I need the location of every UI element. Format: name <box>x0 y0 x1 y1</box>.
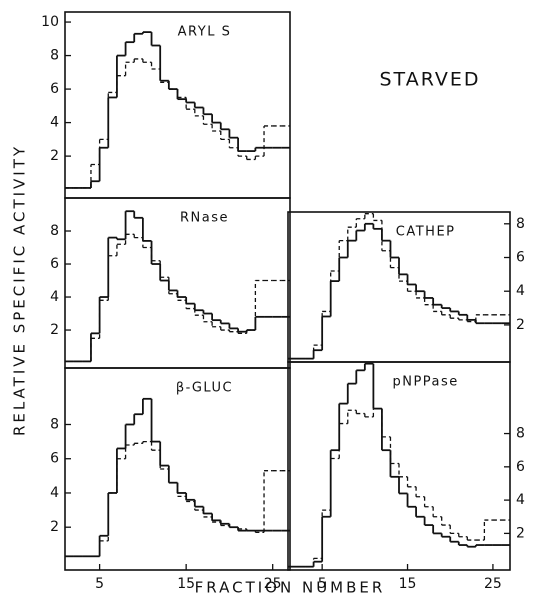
y-tick-label: 6 <box>50 256 59 272</box>
panel-frame <box>64 367 291 571</box>
panel-title: pNPPase <box>392 375 458 390</box>
x-tick-label: 25 <box>484 576 502 592</box>
y-tick-label: 4 <box>50 289 59 305</box>
figure-title: STARVED <box>380 69 481 91</box>
x-tick-label: 5 <box>95 576 104 592</box>
y-tick-label: 8 <box>50 223 59 239</box>
y-tick-label: 6 <box>50 81 59 97</box>
panel-frame <box>64 197 291 369</box>
x-tick-label: 5 <box>318 576 327 592</box>
y-tick-label: 8 <box>516 426 525 442</box>
y-tick-label: 2 <box>50 322 59 338</box>
y-tick-label: 10 <box>41 14 59 30</box>
y-tick-label: 6 <box>516 459 525 475</box>
y-tick-label: 6 <box>50 451 59 467</box>
y-tick-label: 2 <box>50 519 59 535</box>
y-axis-label: RELATIVE SPECIFIC ACTIVITY <box>11 144 29 436</box>
y-tick-label: 8 <box>50 416 59 432</box>
x-axis-label: FRACTION NUMBER <box>195 579 386 597</box>
y-tick-label: 6 <box>516 250 525 266</box>
panel-frame <box>287 361 511 571</box>
y-tick-label: 2 <box>516 317 525 333</box>
y-tick-label: 4 <box>50 115 59 131</box>
x-tick-label: 15 <box>177 576 195 592</box>
y-tick-label: 4 <box>516 492 525 508</box>
y-tick-label: 4 <box>516 283 525 299</box>
y-tick-label: 8 <box>516 216 525 232</box>
panel-title: β-GLUC <box>176 381 233 396</box>
panel-title: CATHEP <box>396 225 456 240</box>
panel-title: RNase <box>180 211 229 226</box>
panel-title: ARYL S <box>178 25 232 40</box>
y-tick-label: 4 <box>50 485 59 501</box>
x-tick-label: 25 <box>264 576 282 592</box>
y-tick-label: 2 <box>516 525 525 541</box>
x-tick-label: 15 <box>399 576 417 592</box>
y-tick-label: 2 <box>50 148 59 164</box>
y-tick-label: 8 <box>50 48 59 64</box>
